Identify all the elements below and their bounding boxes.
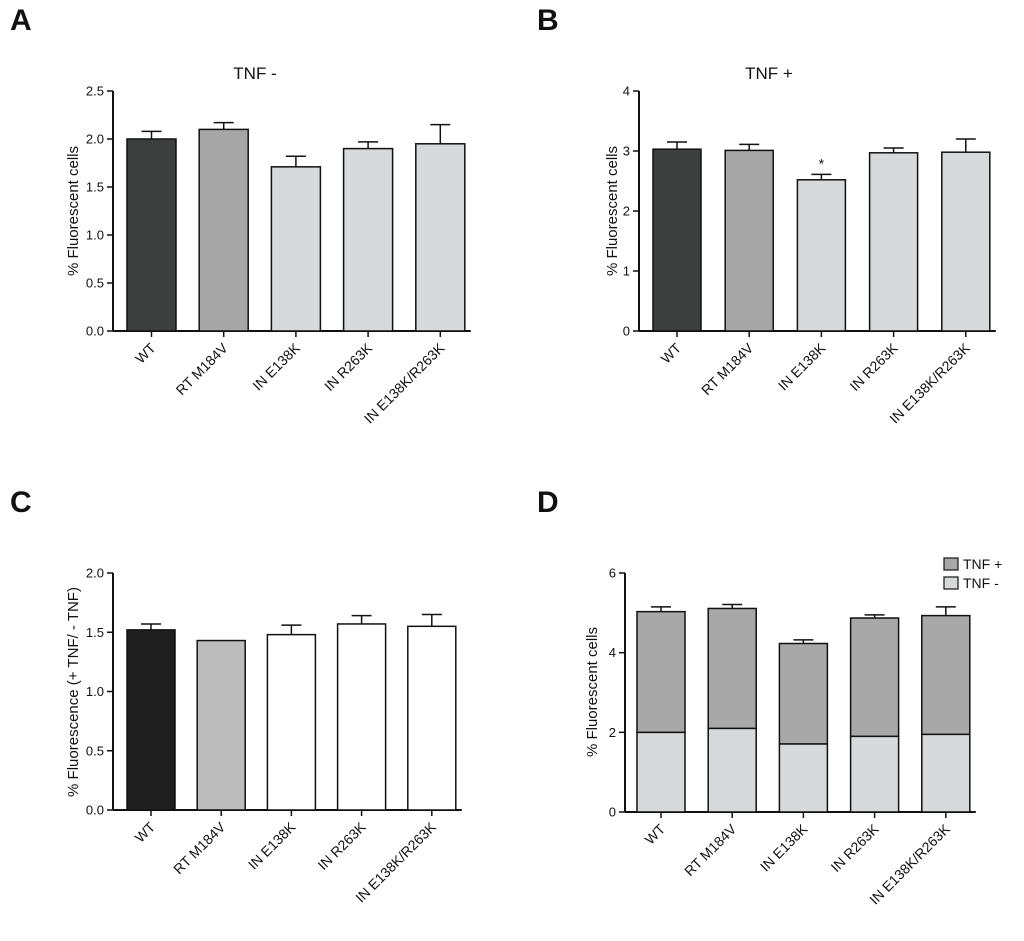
bar [126, 138, 177, 332]
bar-tnf-minus [849, 735, 900, 813]
chart-panel-d: D 0 2 4 6 % Fluorescent cells WT RT M184V IN E13… [537, 486, 1002, 908]
category-label: WT [641, 820, 668, 847]
y-tick-label: 0.5 [86, 276, 104, 291]
bar [266, 633, 317, 811]
panel-letter: D [537, 486, 559, 519]
bar [336, 623, 387, 811]
bar [196, 639, 246, 811]
y-axis-label: % Fluorescent cells [584, 627, 601, 757]
y-tick-label: 6 [609, 566, 616, 581]
category-label: IN E138K [757, 820, 811, 874]
y-tick-label: 2 [609, 725, 616, 740]
category-label: RT M184V [698, 339, 757, 398]
category-label: WT [132, 339, 159, 366]
y-tick-label: 2 [623, 204, 630, 219]
y-tick-label: 4 [609, 645, 616, 660]
bar-tnf-plus [707, 607, 757, 730]
y-tick-label: 4 [623, 84, 630, 99]
bar-tnf-plus [778, 642, 829, 745]
bar-tnf-minus [778, 743, 829, 813]
chart-title: TNF + [745, 64, 793, 83]
legend-label: TNF - [963, 575, 999, 591]
bar [415, 143, 466, 332]
bar-tnf-plus [849, 617, 900, 738]
bar-tnf-minus [636, 731, 686, 813]
category-label: IN E138K [249, 339, 303, 393]
category-label: WT [657, 339, 684, 366]
y-tick-label: 1.5 [86, 180, 104, 195]
y-tick-label: 2.5 [86, 84, 104, 99]
bar [342, 147, 394, 332]
significance-marker: * [819, 155, 825, 171]
bar [407, 625, 457, 811]
chart-title: TNF - [233, 64, 276, 83]
y-axis-label: % Fluorescence (+ TNF/ - TNF) [65, 587, 82, 797]
bar [270, 166, 322, 332]
y-tick-label: 0.5 [86, 743, 104, 758]
category-label: IN R263K [846, 339, 901, 394]
y-tick-label: 1.0 [86, 684, 104, 699]
bar [652, 148, 702, 332]
y-tick-label: 1.5 [86, 625, 104, 640]
chart-panel-c: C 0.0 0.5 1.0 1.5 2.0 % Fluorescence (+ TNF/ -… [10, 486, 462, 906]
y-axis-label: % Fluorescent cells [65, 146, 82, 276]
bar [724, 149, 774, 332]
y-tick-label: 1.0 [86, 228, 104, 243]
legend: TNF + TNF - [943, 556, 1002, 591]
bar [198, 128, 249, 332]
bar-tnf-minus [921, 733, 971, 813]
legend-swatch [943, 576, 959, 590]
bar [868, 152, 919, 332]
legend-swatch [943, 557, 959, 571]
chart-panel-a: A TNF - 0.0 0.5 1.0 1.5 2.0 2.5 % Fluorescent ce… [10, 4, 471, 427]
panel-letter: B [537, 4, 559, 37]
bar-tnf-minus [707, 727, 757, 813]
bar [941, 151, 991, 332]
y-tick-label: 0.0 [86, 324, 104, 339]
bar-tnf-plus [921, 614, 971, 736]
category-label: RT M184V [681, 820, 740, 879]
y-tick-label: 0.0 [86, 803, 104, 818]
panel-letter: C [10, 486, 32, 519]
y-tick-label: 0 [623, 324, 630, 339]
bar [796, 179, 847, 332]
category-label: IN R263K [314, 818, 369, 873]
legend-label: TNF + [963, 556, 1002, 572]
bar [126, 629, 176, 811]
y-axis-label: % Fluorescent cells [604, 146, 621, 276]
category-label: WT [131, 818, 158, 845]
category-label: IN E138K [775, 339, 829, 393]
chart-panel-b: B TNF + 0 1 2 3 4 % Fluorescent cells WT RT M184V… [537, 4, 996, 427]
y-tick-label: 1 [623, 264, 630, 279]
y-tick-label: 3 [623, 144, 630, 159]
category-label: IN R263K [321, 339, 376, 394]
category-label: IN E138K [245, 818, 299, 872]
category-label: RT M184V [173, 339, 232, 398]
panel-letter: A [10, 4, 32, 37]
y-tick-label: 2.0 [86, 566, 104, 581]
category-label: RT M184V [170, 818, 229, 877]
y-tick-label: 2.0 [86, 132, 104, 147]
y-tick-label: 0 [609, 805, 616, 820]
category-label: IN R263K [827, 820, 882, 875]
bar-tnf-plus [636, 610, 686, 734]
